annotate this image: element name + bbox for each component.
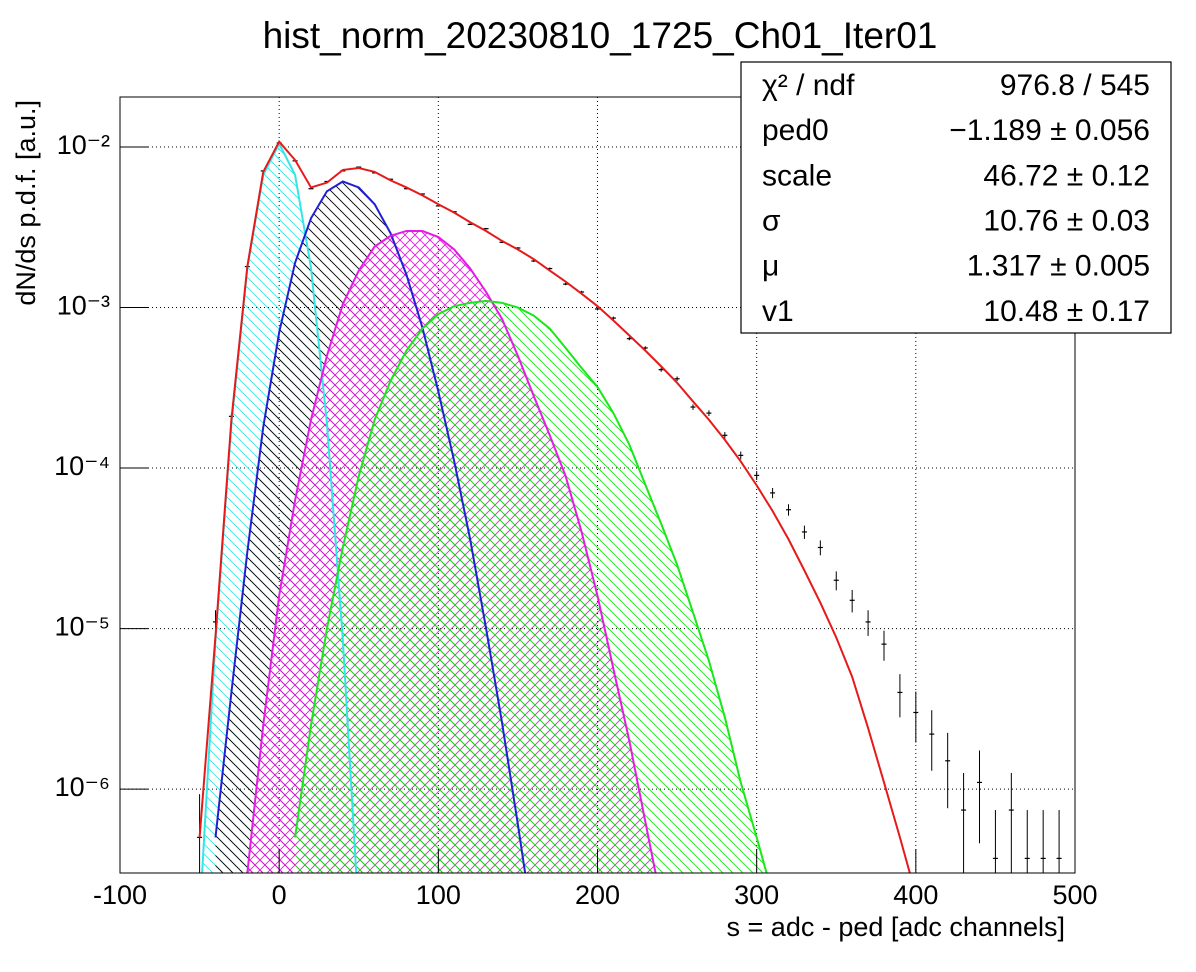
x-tick-label: 0 [272, 880, 287, 910]
stats-value: 10.76 ± 0.03 [983, 205, 1150, 238]
stats-frame [740, 61, 1172, 334]
stats-label: scale [762, 159, 832, 192]
stats-value: 10.48 ± 0.17 [983, 295, 1150, 328]
y-tick-label: 10⁻⁵ [55, 612, 110, 642]
x-tick-label: 500 [1052, 880, 1097, 910]
x-tick-label: -100 [93, 880, 147, 910]
x-tick-label: 400 [893, 880, 938, 910]
fit-curve [214, 180, 527, 873]
fit-curve [294, 299, 768, 873]
stats-label: σ [762, 205, 781, 238]
y-axis-label: dN/ds p.d.f. [a.u.] [11, 100, 41, 306]
fit-curve [198, 139, 911, 873]
fit-curve [246, 229, 657, 873]
stats-label: χ² / ndf [762, 69, 855, 102]
chart-title: hist_norm_20230810_1725_Ch01_Iter01 [263, 15, 938, 56]
y-tick-label: 10⁻⁶ [55, 772, 110, 802]
stats-box: χ² / ndf 976.8 / 545 ped0 −1.189 ± 0.056 sca… [740, 61, 1172, 334]
y-tick-label: 10⁻² [57, 130, 110, 160]
stats-value: 976.8 / 545 [1000, 69, 1150, 102]
stats-value: 46.72 ± 0.12 [983, 159, 1150, 192]
y-tick-label: 10⁻³ [57, 291, 110, 321]
stats-value: 1.317 ± 0.005 [967, 250, 1150, 283]
x-axis-label: s = adc - ped [adc channels] [727, 912, 1065, 942]
plot-area [120, 97, 1075, 873]
x-tick-label: 200 [575, 880, 620, 910]
stats-label: v1 [762, 295, 794, 328]
hatch-area [295, 300, 767, 873]
x-tick-label: 300 [734, 880, 779, 910]
stats-label: μ [762, 250, 779, 283]
stats-label: ped0 [762, 114, 829, 147]
plot-frame [119, 96, 1076, 874]
x-tick-label: 100 [416, 880, 461, 910]
stats-value: −1.189 ± 0.056 [949, 114, 1150, 147]
y-tick-label: 10⁻⁴ [54, 451, 110, 481]
axes: -100 0 100 200 300 400 500 10⁻⁶ 10⁻⁵ 10⁻⁴ 10⁻³ 10⁻² [54, 130, 1097, 910]
